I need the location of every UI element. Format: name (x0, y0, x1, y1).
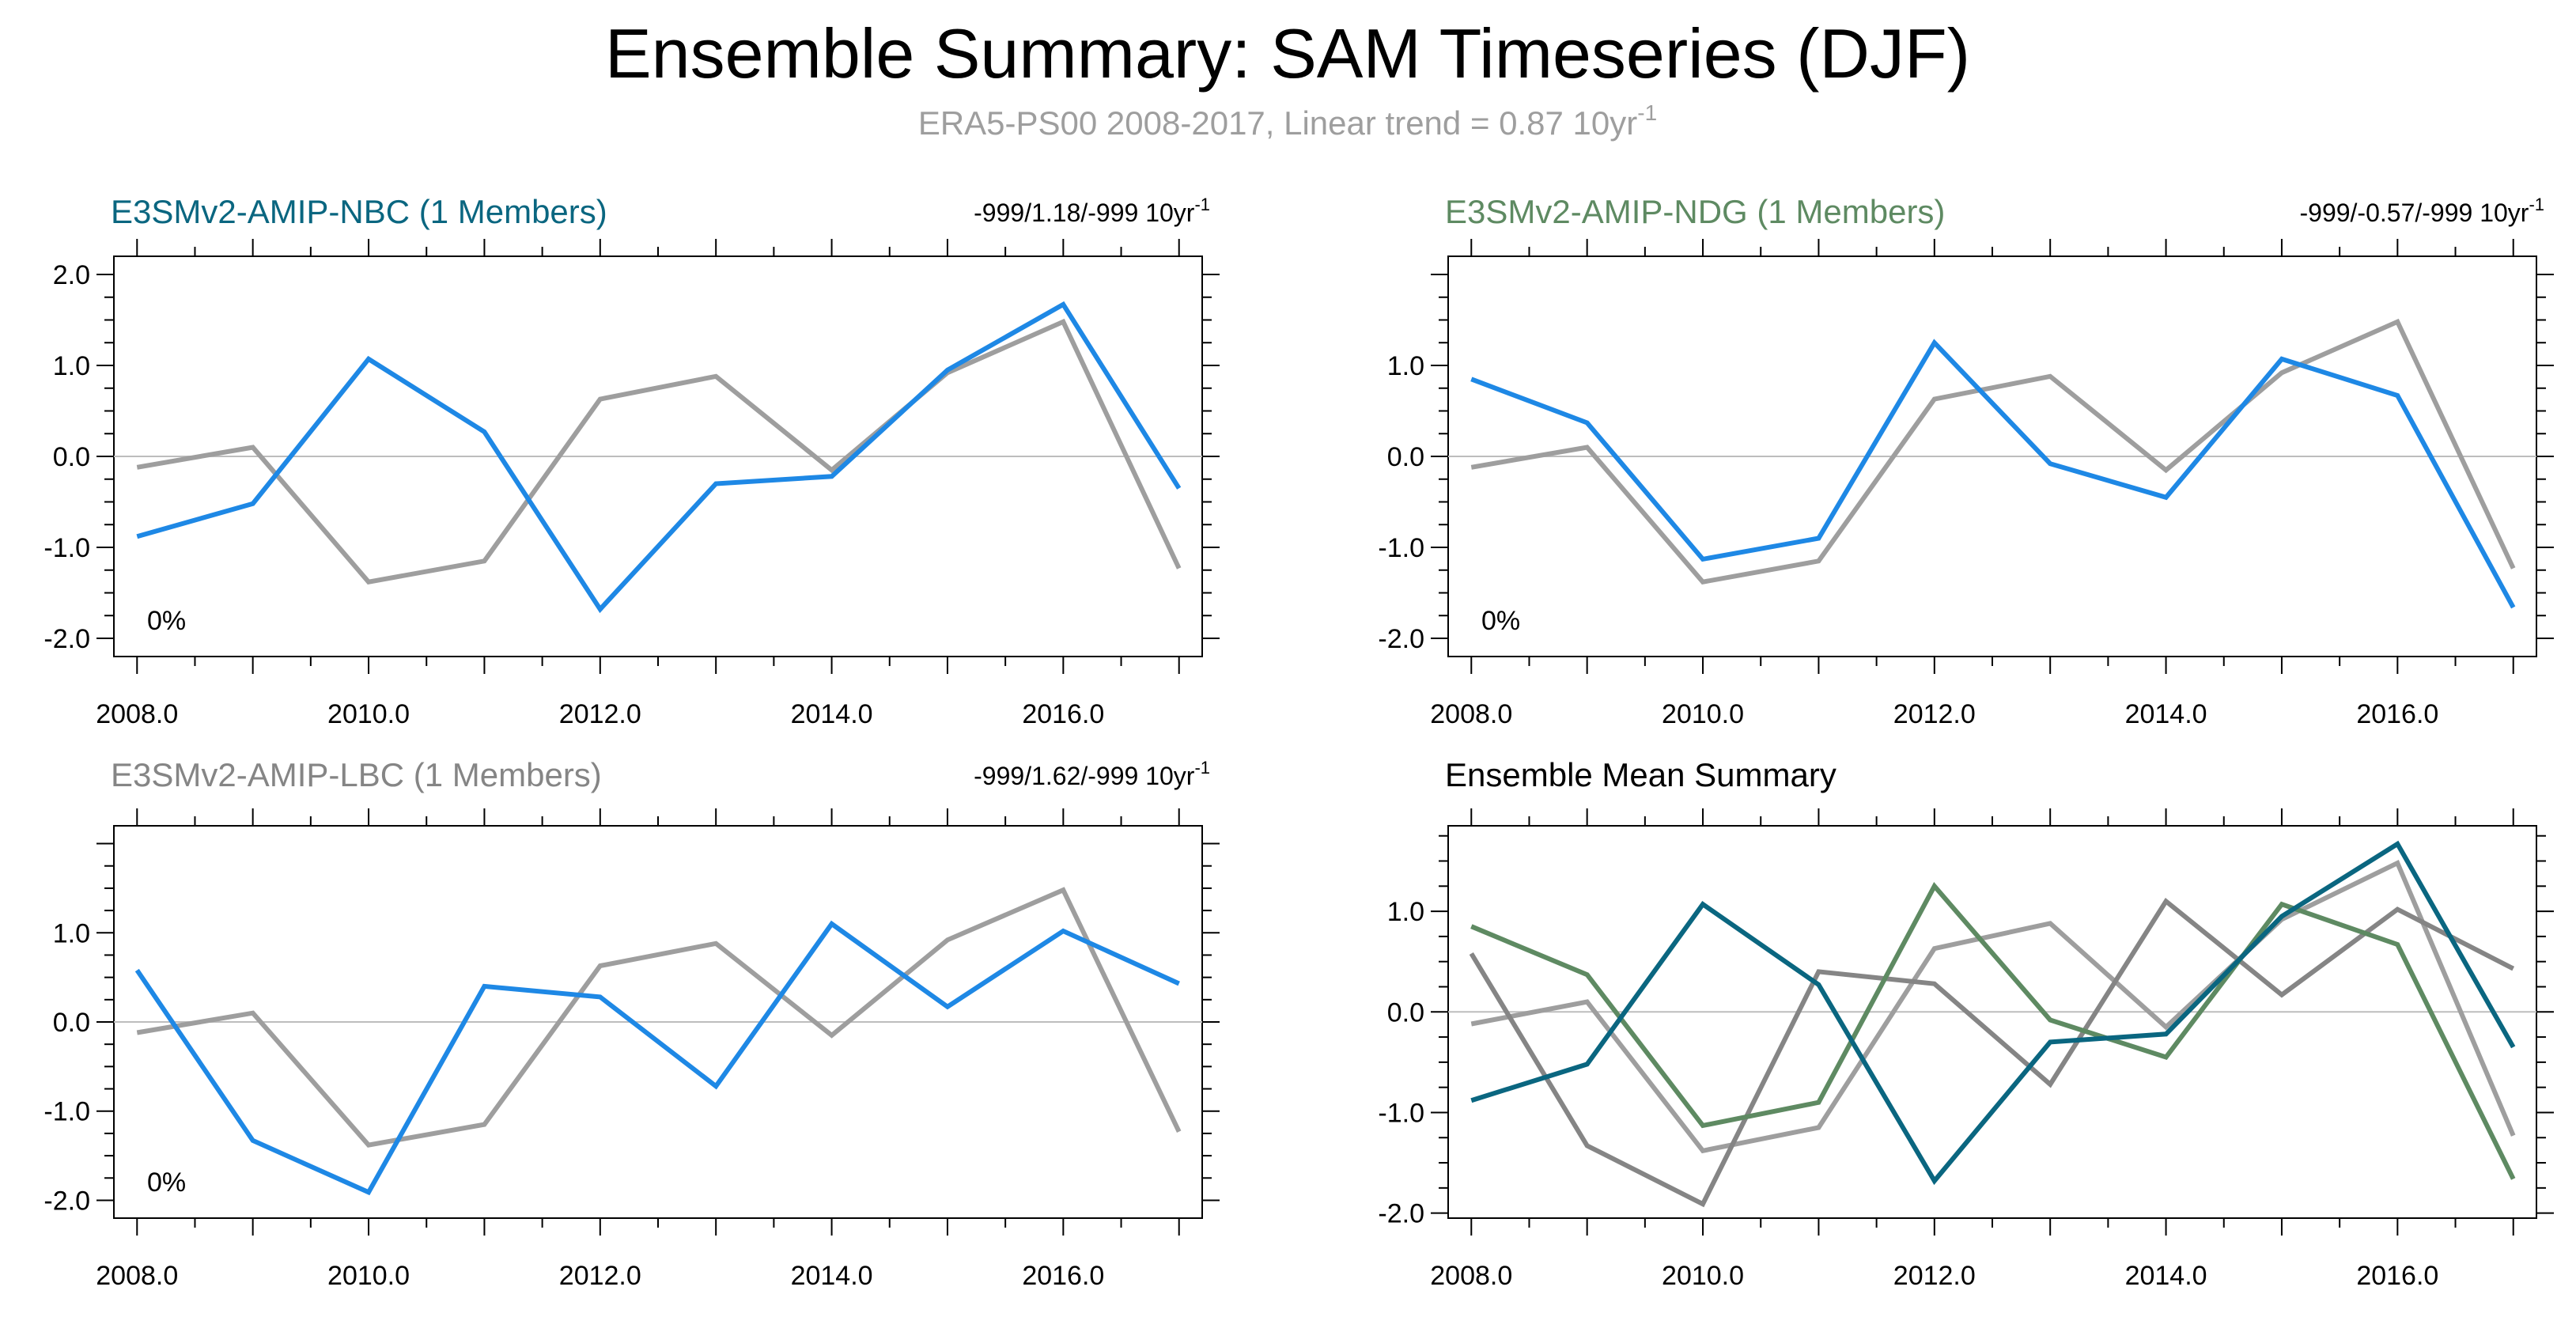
trend-label-sup: -1 (1194, 758, 1210, 778)
y-tick-label: -2.0 (44, 624, 90, 654)
trend-label-sup: -1 (2529, 195, 2544, 214)
series-line-era5-ps00 (1470, 318, 2516, 585)
y-tick-label: 1.0 (1387, 897, 1424, 927)
y-tick-label: -2.0 (1378, 624, 1424, 654)
panel-title: E3SMv2-AMIP-NDG (1 Members) (1445, 193, 1945, 230)
panel-title: E3SMv2-AMIP-NBC (1 Members) (111, 193, 607, 230)
y-tick-label: 1.0 (1387, 351, 1424, 381)
figure-subtitle-main: ERA5-PS00 2008-2017, Linear trend = 0.87… (918, 104, 1637, 142)
y-tick-label: 1.0 (53, 918, 90, 948)
x-tick-label: 2008.0 (1430, 699, 1512, 729)
series-line-e3smv2-amip-nbc (1470, 840, 2516, 1186)
x-tick-label: 2008.0 (96, 1261, 178, 1291)
x-tick-label: 2012.0 (1893, 699, 1976, 729)
percent-label: 0% (147, 1168, 186, 1198)
x-tick-label: 2014.0 (2125, 699, 2207, 729)
series-line-e3smv2-amip-lbc (134, 920, 1180, 1196)
series-line-e3smv2-amip-lbc (1469, 897, 2515, 1208)
x-tick-label: 2008.0 (1430, 1261, 1512, 1291)
figure-subtitle-sup: -1 (1637, 100, 1657, 125)
x-tick-label: 2010.0 (1662, 699, 1744, 729)
y-tick-label: -2.0 (1378, 1199, 1424, 1229)
panel-nbc: -2.0 -1.0 0.0 1.0 2.0 2008.0 2010.0 2012.0 2014.… (44, 193, 1220, 729)
y-tick-label: -1.0 (44, 1097, 90, 1127)
trend-label: -999/-0.57/-999 10yr-1 (2299, 195, 2544, 227)
x-tick-label: 2016.0 (1022, 1261, 1104, 1291)
x-tick-label: 2016.0 (2356, 699, 2438, 729)
figure-subtitle: ERA5-PS00 2008-2017, Linear trend = 0.87… (918, 100, 1657, 142)
x-tick-label: 2016.0 (1022, 699, 1104, 729)
trend-label: -999/1.18/-999 10yr-1 (974, 195, 1210, 227)
y-tick-label: 0.0 (1387, 997, 1424, 1027)
y-tick-label: -1.0 (44, 533, 90, 563)
y-tick-label: -1.0 (1378, 1098, 1424, 1128)
panel-ndg: -2.0 -1.0 0.0 1.0 2008.0 2010.0 2012.0 2014.0 20… (1378, 193, 2554, 729)
y-tick-label: 1.0 (53, 351, 90, 381)
x-tick-label: 2012.0 (1893, 1261, 1976, 1291)
y-tick-label: -1.0 (1378, 533, 1424, 563)
figure-title: Ensemble Summary: SAM Timeseries (DJF) (605, 14, 1970, 93)
y-tick-label: 0.0 (1387, 442, 1424, 472)
x-tick-label: 2014.0 (2125, 1261, 2207, 1291)
x-tick-label: 2010.0 (327, 1261, 410, 1291)
series-line-era5-ps00 (1470, 860, 2516, 1154)
trend-label-main: -999/-0.57/-999 10yr (2299, 199, 2529, 227)
trend-label-main: -999/1.62/-999 10yr (974, 762, 1195, 790)
series-line-era5-ps00 (136, 318, 1182, 585)
panel-mean: -2.0 -1.0 0.0 1.0 2008.0 2010.0 2012.0 2014.0 20… (1378, 756, 2554, 1291)
panel-title: E3SMv2-AMIP-LBC (1 Members) (111, 756, 602, 793)
x-tick-label: 2012.0 (559, 1261, 641, 1291)
x-tick-label: 2014.0 (791, 699, 873, 729)
y-tick-label: 0.0 (53, 442, 90, 472)
x-tick-label: 2010.0 (327, 699, 410, 729)
x-tick-label: 2010.0 (1662, 1261, 1744, 1291)
x-tick-label: 2008.0 (96, 699, 178, 729)
series-line-e3smv2-amip-ndg (1470, 339, 2516, 609)
x-tick-label: 2014.0 (791, 1261, 873, 1291)
series-line-e3smv2-amip-ndg (1470, 882, 2516, 1180)
percent-label: 0% (147, 606, 186, 636)
trend-label-sup: -1 (1194, 195, 1210, 214)
trend-label: -999/1.62/-999 10yr-1 (974, 758, 1210, 790)
series-line-e3smv2-amip-nbc (136, 301, 1182, 614)
y-tick-label: -2.0 (44, 1186, 90, 1216)
trend-label-main: -999/1.18/-999 10yr (974, 199, 1195, 227)
y-tick-label: 2.0 (53, 260, 90, 290)
x-tick-label: 2012.0 (559, 699, 641, 729)
x-tick-label: 2016.0 (2356, 1261, 2438, 1291)
series-line-era5-ps00 (136, 887, 1182, 1148)
percent-label: 0% (1481, 606, 1520, 636)
y-tick-label: 0.0 (53, 1008, 90, 1038)
panel-lbc: -2.0 -1.0 0.0 1.0 2008.0 2010.0 2012.0 2014.0 20… (44, 756, 1220, 1291)
panels: -2.0 -1.0 0.0 1.0 2.0 2008.0 2010.0 2012.0 2014.… (44, 193, 2554, 1291)
panel-title: Ensemble Mean Summary (1445, 756, 1836, 793)
